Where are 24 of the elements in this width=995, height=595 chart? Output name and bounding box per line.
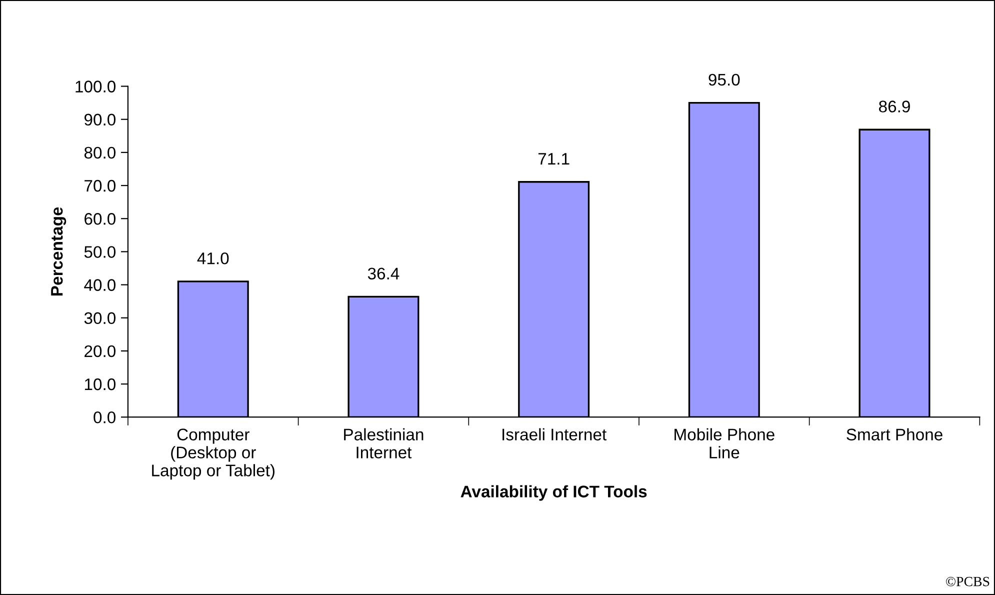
y-tick-label: 50.0 — [84, 246, 116, 258]
y-tick-label: 80.0 — [84, 146, 116, 159]
data-label: 41.0 — [197, 252, 229, 264]
y-tick-label: 90.0 — [84, 114, 116, 126]
x-axis-title: Availability of ICT Tools — [460, 485, 647, 501]
y-tick-label: 20.0 — [84, 345, 116, 358]
x-tick-label: Smart Phone — [846, 428, 942, 440]
y-tick-label: 30.0 — [84, 312, 116, 324]
x-tick-label: Israeli Internet — [502, 428, 606, 440]
x-tick-label: Palestinian Internet — [344, 428, 424, 458]
y-tick-label: 60.0 — [84, 213, 116, 225]
y-tick-label: 100.0 — [76, 80, 116, 92]
y-tick-label: 10.0 — [84, 378, 116, 390]
y-tick-label: 0.0 — [94, 411, 116, 424]
text: ©PCBS — [946, 576, 990, 586]
data-label: 36.4 — [368, 268, 400, 280]
data-label: 86.9 — [879, 100, 910, 112]
y-tick-label: 40.0 — [84, 279, 116, 291]
x-tick-label: Mobile Phone Line — [674, 428, 774, 458]
y-axis-title: Percentage — [51, 207, 66, 296]
data-label: 71.1 — [538, 153, 570, 165]
x-tick-label: Computer (Desktop or Laptop or Tablet) — [152, 428, 274, 480]
y-tick-label: 70.0 — [84, 180, 116, 192]
data-label: 95.0 — [708, 74, 740, 86]
